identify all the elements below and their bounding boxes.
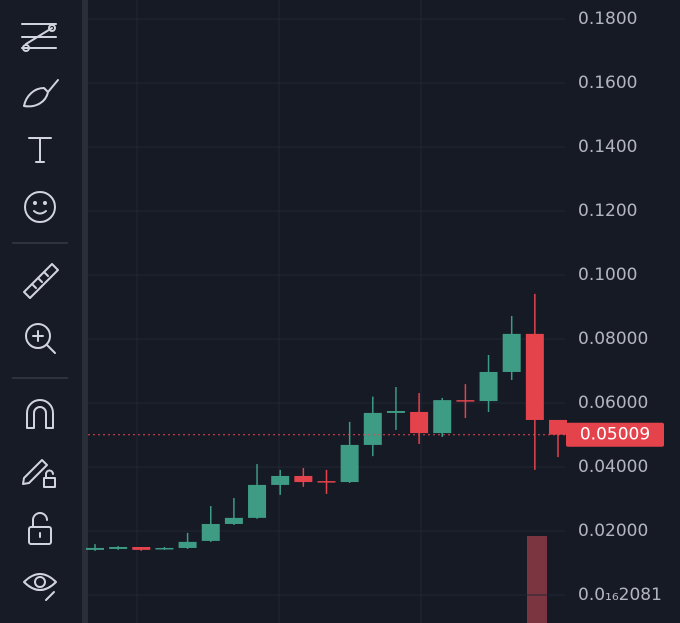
y-tick-label: 0.02000 — [578, 521, 648, 541]
visibility-tool[interactable] — [23, 573, 57, 601]
candle-body — [363, 412, 382, 445]
price-label-box — [566, 422, 664, 447]
candle-body — [317, 481, 336, 483]
zoom-tool[interactable] — [25, 323, 56, 354]
candle-body — [201, 523, 220, 541]
price-label: 0.05009 — [580, 425, 650, 445]
candle-body — [248, 484, 267, 518]
candle-body — [386, 411, 405, 413]
y-tick-label: 0.04000 — [578, 457, 648, 477]
ruler-tool[interactable] — [23, 263, 59, 299]
trend-tool[interactable] — [21, 23, 57, 52]
y-tick-label: 0.1000 — [578, 265, 637, 285]
candle-body — [549, 419, 567, 435]
toolbar-icons — [12, 23, 68, 601]
brush-tool[interactable] — [23, 79, 59, 108]
candle-body — [502, 333, 521, 372]
candle-body — [340, 444, 359, 483]
volume-bar — [527, 536, 547, 623]
candle-body — [433, 400, 452, 434]
y-tick-label: 0.1400 — [578, 137, 637, 157]
candle-body — [155, 547, 174, 550]
candle-body — [410, 411, 429, 434]
y-tick-label: 0.1800 — [578, 9, 637, 29]
candle-body — [294, 475, 313, 483]
candle-body — [525, 333, 544, 420]
text-tool[interactable] — [28, 137, 52, 163]
candle-body — [271, 475, 290, 485]
candle-body — [178, 541, 197, 548]
lock-tool[interactable] — [28, 512, 52, 545]
toolbar — [0, 0, 82, 623]
emoji-tool[interactable] — [24, 191, 56, 223]
y-tick-label: 0.06000 — [578, 393, 648, 413]
magnet-tool[interactable] — [26, 399, 54, 429]
candle-body — [456, 400, 475, 402]
toolbar-border — [82, 0, 88, 623]
candle-body — [132, 547, 151, 550]
lock-drawing-tool[interactable] — [22, 459, 56, 488]
candle-body — [86, 547, 104, 550]
y-tick-label: 0.08000 — [578, 329, 648, 349]
y-tick-label: 0.1200 — [578, 201, 637, 221]
candle-body — [224, 517, 243, 524]
y-tick-label: 0.1600 — [578, 73, 637, 93]
candle-body — [109, 547, 128, 549]
candle-body — [479, 371, 498, 402]
y-tick-label: 0.0₁₆2081 — [578, 585, 662, 605]
